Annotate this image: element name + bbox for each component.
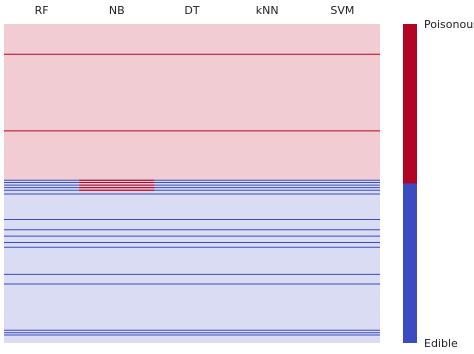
column-label-nb: NB: [109, 4, 125, 17]
heatmap-area: [4, 24, 380, 343]
colorbar-label-poisonous: Poisonous: [424, 18, 474, 31]
colorbar-poisonous-segment: [403, 24, 417, 184]
column-label-dt: DT: [184, 4, 199, 17]
colorbar-label-edible: Edible: [424, 337, 458, 350]
column-label-knn: kNN: [256, 4, 279, 17]
column-labels: RF NB DT kNN SVM: [35, 4, 355, 17]
band-poisonous: [4, 24, 380, 181]
highlight-block-nb: [79, 180, 155, 193]
band-edible: [4, 180, 380, 343]
colorbar-edible-segment: [403, 183, 417, 343]
column-label-rf: RF: [35, 4, 49, 17]
colorbar: Poisonous Edible: [403, 18, 474, 350]
column-label-svm: SVM: [330, 4, 354, 17]
